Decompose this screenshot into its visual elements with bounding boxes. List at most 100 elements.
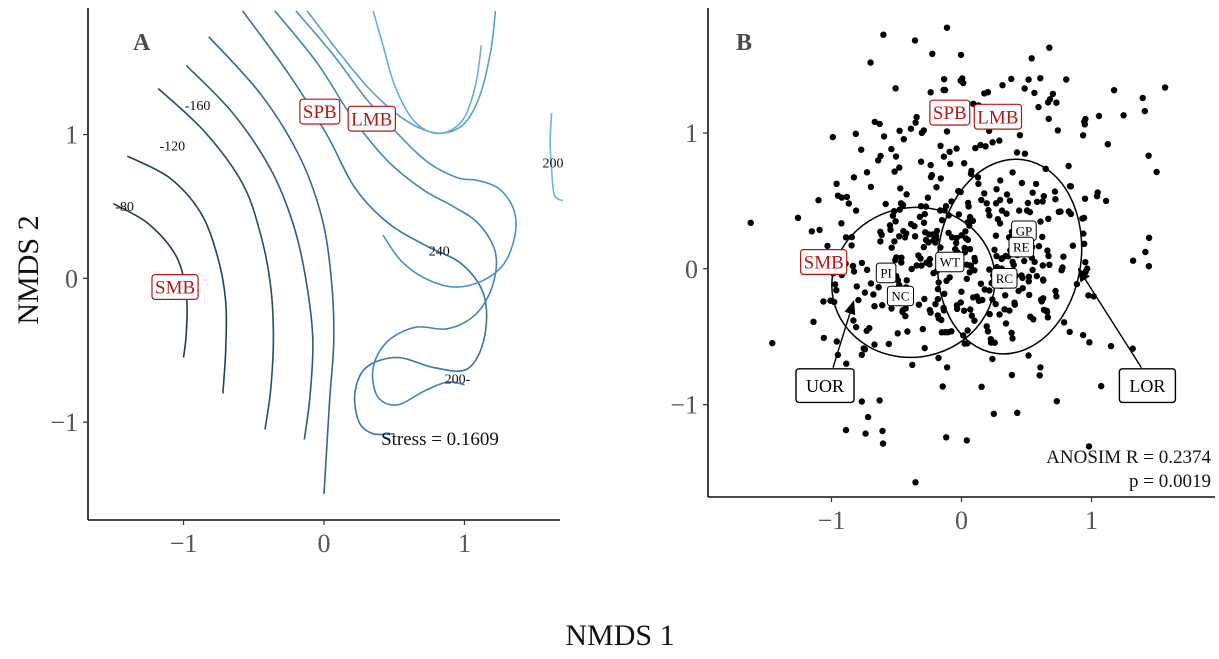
scatter-point (989, 139, 996, 146)
scatter-point (990, 410, 997, 417)
scatter-point (982, 143, 989, 150)
scatter-point (1081, 195, 1089, 202)
scatter-point (897, 185, 904, 192)
site-label: RC (991, 268, 1018, 289)
scatter-point (963, 275, 970, 282)
scatter-point (975, 180, 982, 187)
scatter-point (984, 89, 992, 96)
scatter-point (998, 255, 1005, 263)
scatter-point (992, 232, 1000, 239)
scatter-point (953, 145, 960, 152)
scatter-point (1081, 121, 1089, 128)
scatter-point (903, 277, 910, 284)
scatter-point (1033, 272, 1041, 280)
contour-lines (112, 10, 564, 495)
group-ellipse (831, 206, 996, 359)
scatter-point (891, 238, 898, 245)
scatter-point (892, 153, 900, 160)
scatter-point (1032, 180, 1040, 188)
scatter-point (1019, 274, 1026, 282)
scatter-point (953, 305, 961, 313)
scatter-point (1045, 252, 1052, 260)
scatter-point (898, 254, 905, 261)
callout-arrow (832, 300, 856, 368)
scatter-point (1025, 273, 1033, 280)
scatter-point (955, 211, 963, 218)
scatter-point (1008, 329, 1015, 336)
scatter-point (900, 227, 907, 235)
scatter-point (977, 280, 985, 287)
scatter-point (1046, 44, 1053, 51)
contour-label: -120 (159, 139, 185, 154)
scatter-point (1046, 261, 1053, 268)
scatter-point (892, 218, 899, 225)
scatter-point (963, 437, 970, 444)
scatter-points (747, 24, 1169, 486)
scatter-point (935, 354, 942, 362)
scatter-point (947, 160, 954, 168)
scatter-point (1008, 75, 1015, 83)
contour-label: -160 (185, 99, 211, 114)
scatter-point (971, 267, 978, 274)
scatter-point (861, 289, 869, 296)
species-label: LMB (973, 103, 1023, 130)
scatter-point (810, 318, 817, 325)
scatter-point (908, 265, 915, 273)
scatter-point (962, 235, 970, 242)
scatter-point (833, 180, 840, 187)
scatter-point (887, 226, 894, 233)
scatter-point (1045, 115, 1052, 123)
scatter-point (897, 200, 905, 207)
scatter-point (888, 305, 895, 312)
scatter-point (920, 243, 927, 251)
scatter-point (1002, 292, 1009, 299)
scatter-point (1018, 179, 1026, 187)
scatter-point (845, 200, 852, 207)
scatter-point (986, 287, 993, 294)
scatter-point (943, 364, 951, 371)
scatter-point (1039, 262, 1047, 269)
svg-text:NC: NC (891, 289, 909, 304)
panel-b-axes: −1 0 1 −1 0 1 (670, 8, 1215, 535)
scatter-point (943, 24, 951, 31)
scatter-point (1009, 169, 1016, 176)
scatter-point (1145, 263, 1153, 270)
scatter-point (870, 291, 877, 298)
scatter-point (864, 413, 872, 421)
scatter-point (975, 297, 983, 305)
scatter-point (834, 192, 842, 199)
scatter-point (1055, 208, 1063, 215)
site-labels: PI NC WT GP RE RC (875, 220, 1037, 307)
scatter-point (993, 252, 1000, 260)
scatter-point (1081, 240, 1088, 247)
scatter-point (1001, 306, 1008, 313)
contour-label: -80 (115, 200, 134, 215)
scatter-point (1026, 291, 1033, 299)
scatter-point (1028, 55, 1035, 62)
species-label: SPB (299, 98, 341, 125)
scatter-point (921, 344, 928, 352)
scatter-point (1093, 193, 1101, 200)
scatter-point (1110, 87, 1118, 94)
scatter-point (968, 312, 975, 319)
scatter-point (1044, 247, 1051, 254)
scatter-point (1095, 112, 1103, 120)
scatter-point (922, 203, 930, 210)
scatter-point (863, 169, 871, 176)
scatter-point (985, 206, 992, 214)
species-labels: SPB LMB SMB (799, 99, 1023, 276)
scatter-point (915, 301, 923, 308)
scatter-point (970, 294, 977, 301)
scatter-point (1063, 76, 1070, 83)
scatter-point (896, 164, 903, 171)
scatter-point (943, 434, 950, 441)
scatter-point (900, 136, 907, 143)
scatter-point (903, 191, 910, 198)
contour-line (185, 64, 314, 440)
scatter-point (937, 175, 944, 182)
svg-text:GP: GP (1016, 223, 1033, 238)
p-value: p = 0.0019 (1129, 471, 1211, 492)
scatter-point (939, 383, 946, 390)
scatter-point (842, 234, 850, 241)
panel-b: PI NC WT GP RE RC SPB LMB SMB UOR LOR B ANOSIM R… (670, 8, 1215, 535)
